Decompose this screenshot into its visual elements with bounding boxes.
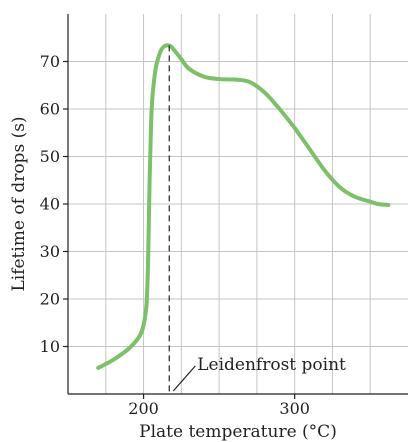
x-axis-ticks: 200 300 [128,394,310,418]
y-axis-title: Lifetime of drops (s) [9,116,29,291]
y-tick-label: 70 [40,52,60,71]
y-tick-label: 20 [40,290,60,309]
y-tick-label: 40 [40,195,60,214]
y-tick-label: 30 [40,242,60,261]
annotation: Leidenfrost point [168,45,346,394]
series-line [96,43,391,370]
data-series [96,43,391,370]
x-tick-label: 300 [279,399,310,418]
x-tick-label: 200 [128,399,159,418]
leidenfrost-label: Leidenfrost point [197,355,346,375]
y-tick-label: 60 [40,100,60,119]
grid [68,14,408,394]
x-axis-title: Plate temperature (°C) [139,422,337,442]
y-tick-label: 50 [40,147,60,166]
y-tick-label: 10 [40,337,60,356]
y-axis-ticks: 10 20 30 40 50 60 70 [40,52,68,356]
leidenfrost-leader-line [172,365,196,392]
